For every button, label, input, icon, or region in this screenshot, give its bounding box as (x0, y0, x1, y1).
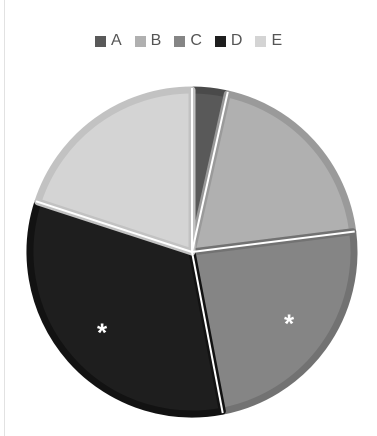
legend-item-a: A (95, 33, 122, 49)
slice-separator (191, 91, 229, 253)
legend-label-e: E (271, 32, 283, 49)
legend-swatch-a (95, 35, 106, 47)
legend-item-b: B (134, 32, 162, 49)
legend: A B C D E (95, 31, 282, 51)
annotation-marker-d: * (97, 317, 108, 347)
legend-label-c: C (190, 32, 202, 49)
slice-separator (191, 230, 355, 253)
annotation-marker-c: * (284, 309, 295, 339)
legend-swatch-b (134, 35, 146, 47)
legend-item-e: E (255, 33, 282, 49)
legend-label-d: D (230, 32, 243, 49)
legend-label-a: A (111, 32, 122, 49)
pie-slice-e (34, 86, 196, 256)
pie-slice-b (188, 90, 357, 256)
slice-separator (35, 200, 193, 253)
slice-separator (191, 251, 224, 414)
legend-swatch-e (255, 35, 267, 47)
pie-slice-d (26, 198, 226, 418)
legend-item-d: D (214, 32, 243, 49)
legend-swatch-d (214, 35, 226, 47)
legend-label-b: B (150, 32, 162, 49)
legend-swatch-c (174, 35, 186, 47)
pie-slice-c (188, 228, 358, 415)
plot-area-border (4, 0, 5, 436)
legend-item-c: C (174, 33, 202, 49)
